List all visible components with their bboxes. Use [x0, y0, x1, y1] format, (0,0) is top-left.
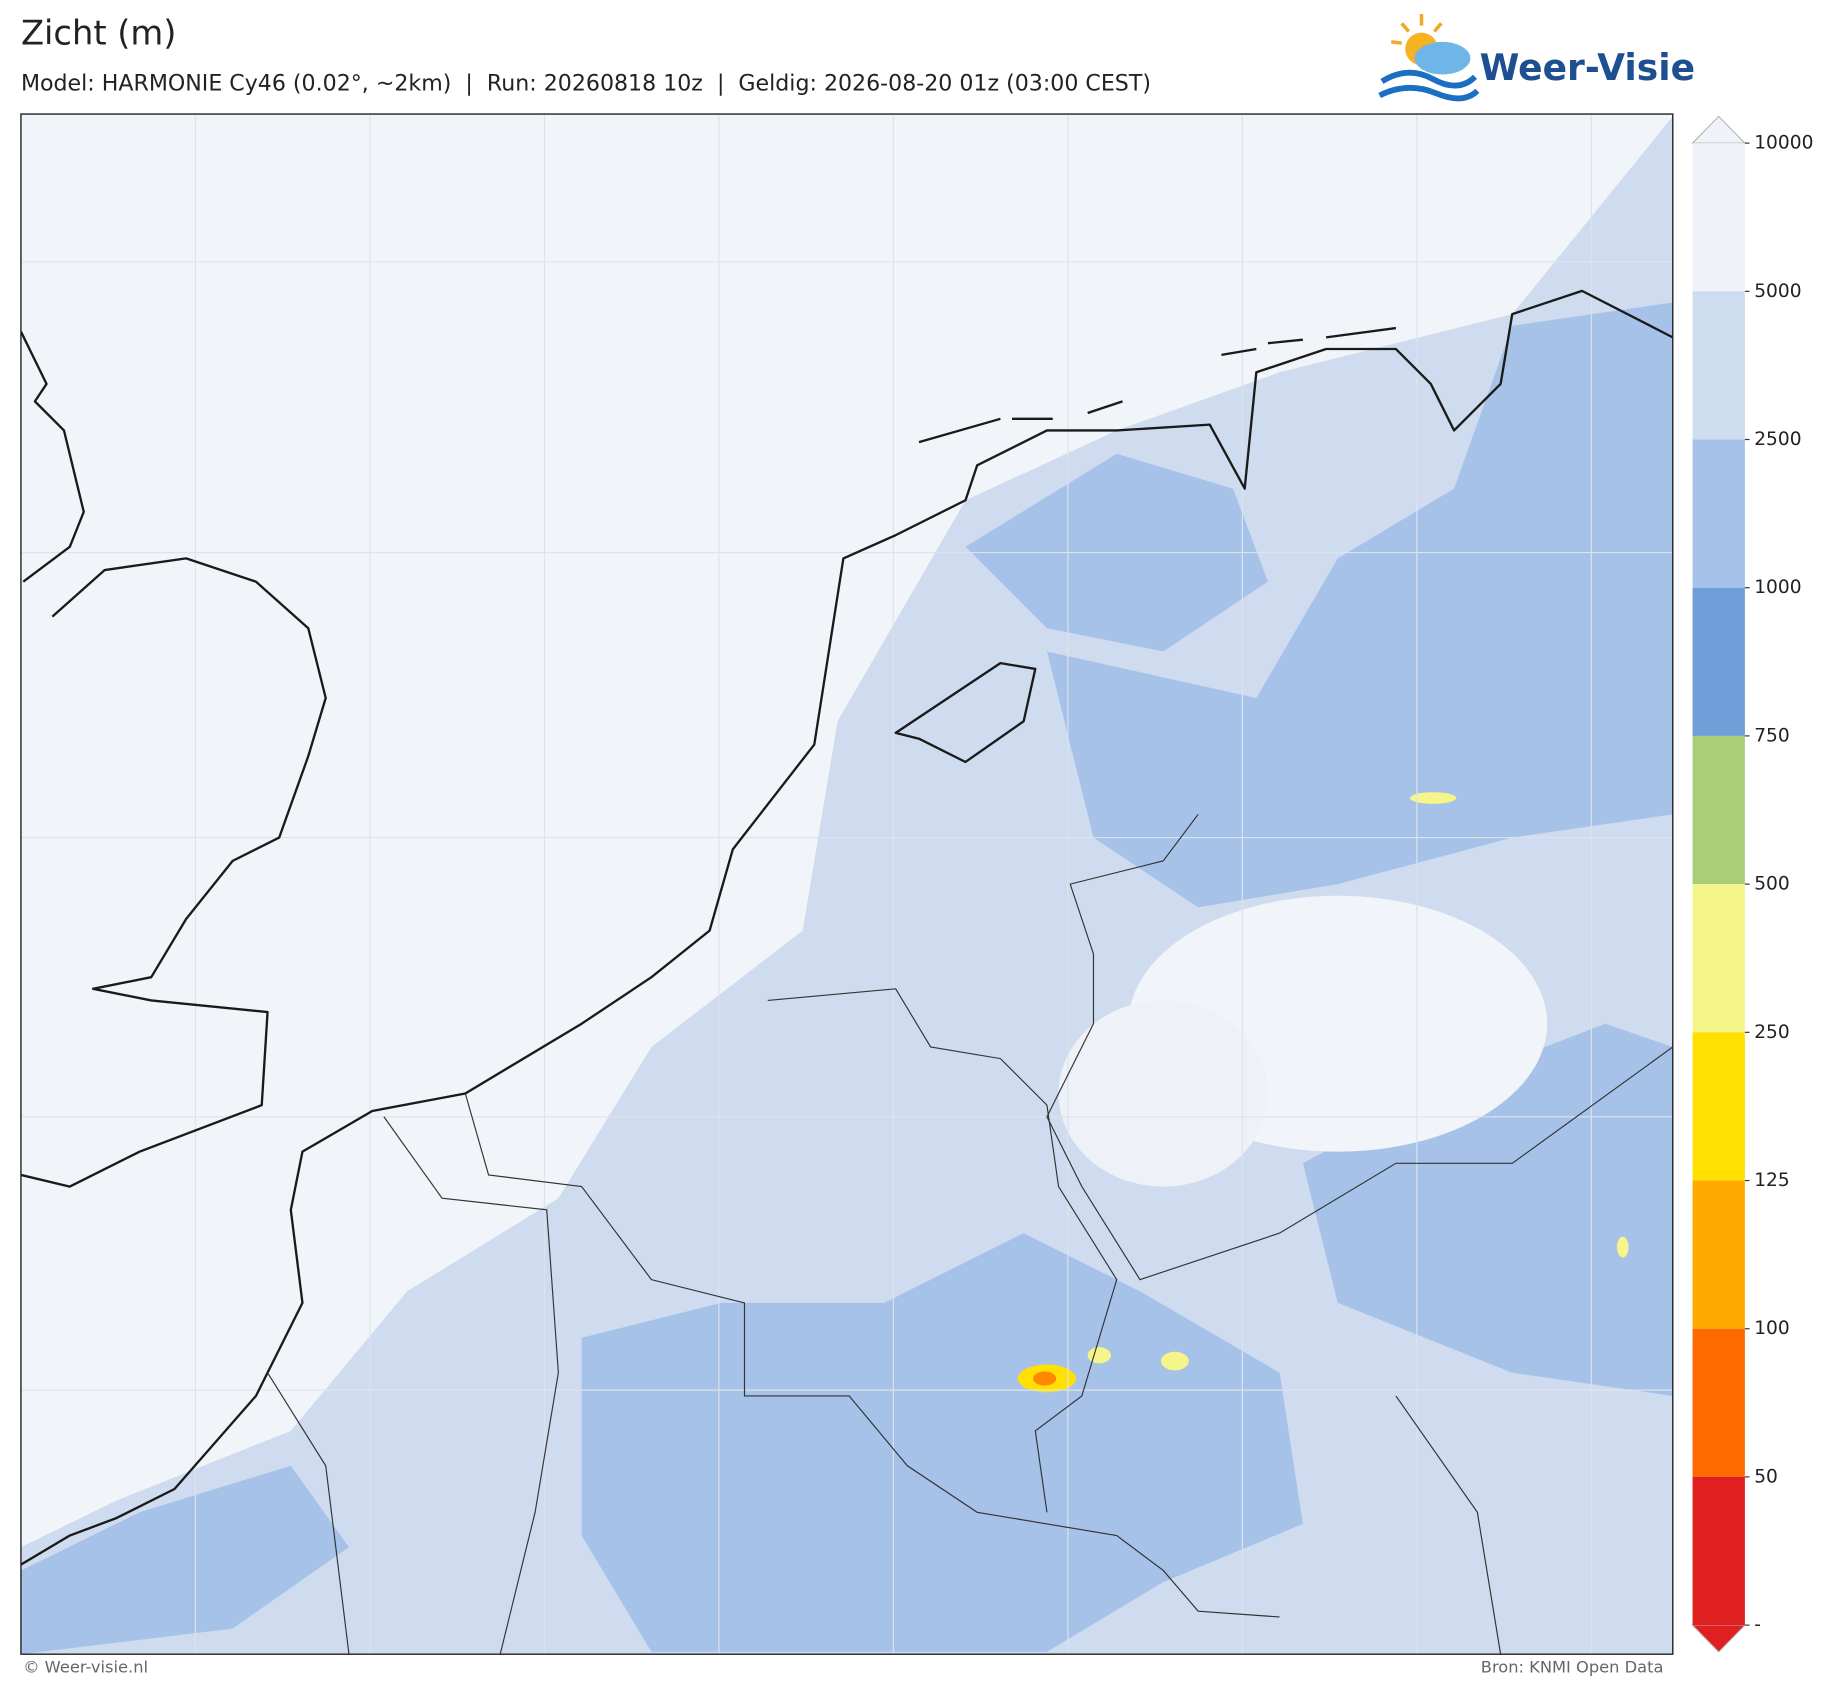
colorbar-bottom-label: -	[1754, 1615, 1761, 1636]
colorbar-tick-label: 500	[1754, 874, 1790, 895]
colorbar-bin	[1692, 735, 1745, 885]
colorbar-bin	[1692, 884, 1745, 1033]
footer-right: Bron: KNMI Open Data	[1481, 1658, 1664, 1677]
footer-left: © Weer-visie.nl	[23, 1658, 148, 1677]
colorbar-bin	[1692, 1032, 1745, 1181]
colorbar: 10000 5000 2500 1000 750 500 250 125 100 50 -	[1691, 115, 1813, 1653]
colorbar-tick-label: 10000	[1754, 133, 1813, 154]
map	[20, 113, 1674, 1655]
logo: Weer-Visie	[1378, 13, 1695, 102]
logo-text: Weer-Visie	[1480, 47, 1695, 89]
colorbar-tick-label: 250	[1754, 1022, 1790, 1043]
colorbar-tick-label: 2500	[1754, 429, 1801, 450]
colorbar-tick-label: 125	[1754, 1170, 1790, 1191]
colorbar-tick-label: 5000	[1754, 281, 1801, 302]
colorbar-bin	[1692, 1180, 1745, 1329]
colorbar-bin	[1692, 1328, 1745, 1477]
colorbar-bin	[1692, 587, 1745, 736]
colorbar-tick-label: 1000	[1754, 577, 1801, 598]
colorbar-bin	[1692, 143, 1745, 292]
colorbar-bin	[1692, 291, 1745, 440]
colorbar-bin	[1692, 439, 1745, 588]
subtitle: Model: HARMONIE Cy46 (0.02°, ~2km) | Run…	[21, 70, 1151, 96]
colorbar-bin	[1692, 1476, 1745, 1626]
colorbar-tick-label: 100	[1754, 1318, 1790, 1339]
colorbar-tick-label: 750	[1754, 725, 1790, 746]
colorbar-tick-label: 50	[1754, 1466, 1778, 1487]
title: Zicht (m)	[21, 13, 176, 52]
